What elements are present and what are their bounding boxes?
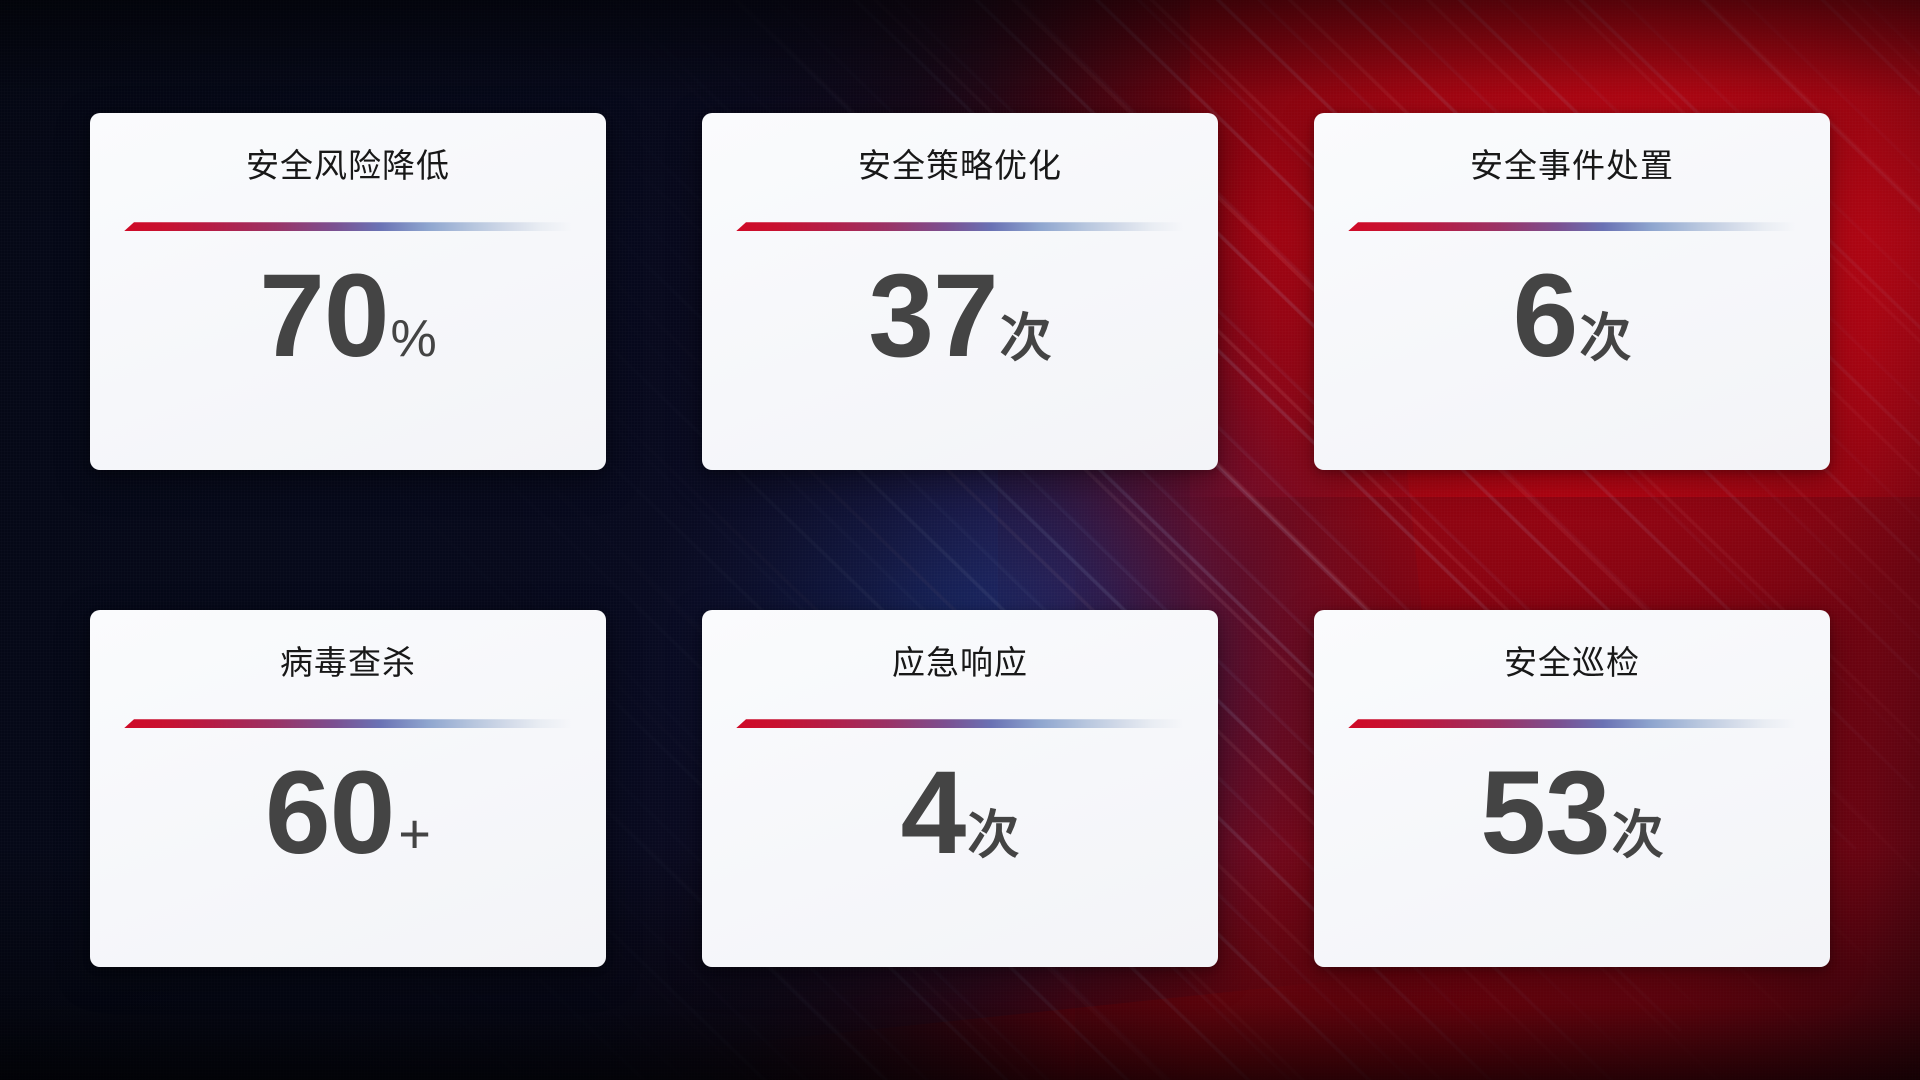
gradient-bar bbox=[736, 719, 1184, 729]
metric-card-title: 安全事件处置 bbox=[1470, 147, 1674, 184]
metric-card-stat: 37 次 bbox=[868, 257, 1051, 375]
metric-value: 6 bbox=[1512, 250, 1579, 383]
metric-value: 4 bbox=[900, 747, 967, 880]
metric-unit: 次 bbox=[1579, 310, 1632, 369]
gradient-bar bbox=[124, 719, 572, 729]
metric-card-divider bbox=[736, 222, 1184, 232]
metric-card-title: 安全策略优化 bbox=[858, 147, 1062, 184]
metric-value: 60 bbox=[265, 747, 395, 880]
metric-card-divider bbox=[124, 719, 572, 729]
metric-card-divider bbox=[1348, 222, 1796, 232]
metric-card-title: 安全风险降低 bbox=[246, 147, 450, 184]
metric-card-virus-removal[interactable]: 病毒查杀 60 + bbox=[90, 610, 606, 967]
metric-unit: 次 bbox=[967, 807, 1020, 866]
metric-card-security-risk-reduction[interactable]: 安全风险降低 70 % bbox=[90, 113, 606, 470]
metric-unit: % bbox=[390, 310, 437, 369]
gradient-bar bbox=[736, 222, 1184, 232]
metric-unit: 次 bbox=[1611, 807, 1664, 866]
metric-card-divider bbox=[124, 222, 572, 232]
metric-unit: + bbox=[398, 802, 431, 866]
metric-card-stat: 6 次 bbox=[1513, 257, 1632, 375]
metric-card-title: 应急响应 bbox=[892, 644, 1028, 681]
metrics-card-grid: 安全风险降低 70 % 安全策略优化 37 次 安全事件处置 bbox=[90, 113, 1830, 967]
metric-card-stat: 53 次 bbox=[1480, 754, 1663, 872]
metric-card-incident-handling[interactable]: 安全事件处置 6 次 bbox=[1314, 113, 1830, 470]
metric-card-divider bbox=[736, 719, 1184, 729]
metric-card-stat: 70 % bbox=[259, 257, 437, 375]
gradient-bar bbox=[124, 222, 572, 232]
metric-value: 37 bbox=[868, 250, 998, 383]
metric-unit: 次 bbox=[999, 310, 1052, 369]
metric-value: 53 bbox=[1480, 747, 1610, 880]
metric-value: 70 bbox=[259, 250, 389, 383]
metric-card-title: 安全巡检 bbox=[1504, 644, 1640, 681]
metric-card-emergency-response[interactable]: 应急响应 4 次 bbox=[702, 610, 1218, 967]
gradient-bar bbox=[1348, 222, 1796, 232]
gradient-bar bbox=[1348, 719, 1796, 729]
metric-card-title: 病毒查杀 bbox=[280, 644, 416, 681]
metric-card-policy-optimization[interactable]: 安全策略优化 37 次 bbox=[702, 113, 1218, 470]
metric-card-divider bbox=[1348, 719, 1796, 729]
metric-card-stat: 4 次 bbox=[901, 754, 1020, 872]
metric-card-security-inspection[interactable]: 安全巡检 53 次 bbox=[1314, 610, 1830, 967]
metric-card-stat: 60 + bbox=[265, 754, 431, 872]
